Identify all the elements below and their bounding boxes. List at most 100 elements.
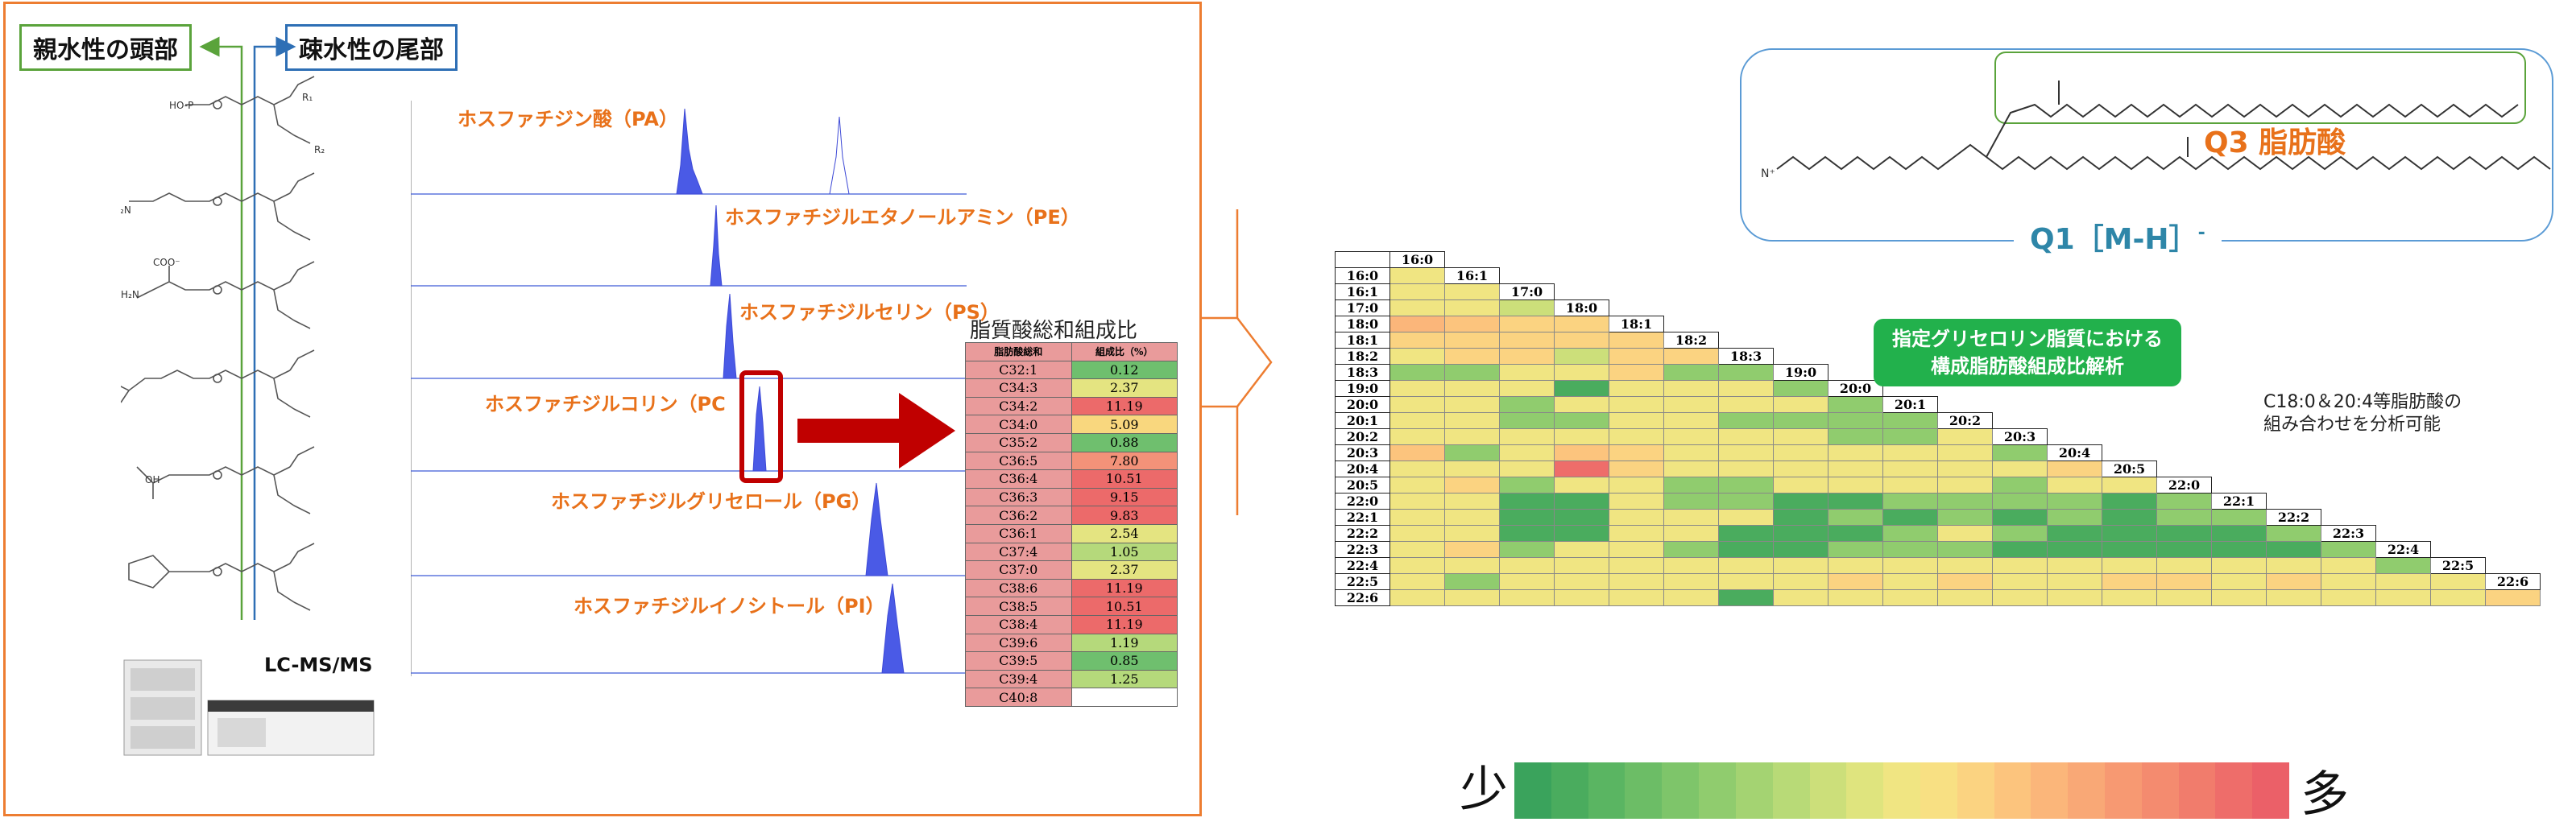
heatmap-cell: [1828, 460, 1883, 477]
heatmap-empty: [2321, 332, 2376, 349]
heatmap-cell: [1882, 444, 1938, 461]
heatmap-row: 22:3 22:4: [1335, 541, 2541, 558]
heatmap-empty: [2267, 268, 2321, 284]
heatmap-row: 18:2 18:3: [1335, 348, 2541, 365]
heatmap-empty: [1883, 284, 1938, 300]
heatmap-row: 20:5 22:0: [1335, 477, 2541, 494]
heatmap-cell: [1554, 348, 1609, 365]
scale-swatch: [2031, 762, 2069, 819]
heatmap-cell: [1882, 428, 1938, 445]
heatmap-empty: [2212, 429, 2267, 445]
chromatogram-label-pa: ホスファチジン酸（PA）: [458, 108, 678, 130]
heatmap-cell: [1773, 557, 1828, 574]
heatmap-cell: [1499, 477, 1555, 494]
heatmap-cell: [1444, 493, 1500, 510]
heatmap-empty: [1609, 300, 1664, 316]
mini-row-label: C36:1: [965, 523, 1072, 543]
heatmap-cell: [1663, 396, 1719, 413]
heatmap-row: 22:1 22:2: [1335, 509, 2541, 526]
heatmap-cell: [1609, 589, 1664, 606]
heatmap-empty: [2267, 332, 2321, 349]
heatmap-cell: [1554, 541, 1609, 558]
heatmap-cell: [1444, 316, 1500, 332]
scale-swatch: [1514, 762, 1551, 819]
heatmap-cell: [1499, 557, 1555, 574]
heatmap-cell: [2211, 589, 2267, 606]
heatmap-empty: [2431, 316, 2486, 332]
scale-swatch: [1957, 762, 1994, 819]
heatmap-empty: [2267, 477, 2321, 494]
mini-row-value: 5.09: [1071, 415, 1178, 434]
heatmap-col-label: 22:5: [2430, 557, 2486, 574]
heatmap-cell: [1554, 444, 1609, 461]
heatmap-cell: [1992, 541, 2048, 558]
heatmap-row-label: 22:0: [1335, 493, 1390, 510]
heatmap-row: 16:1 17:0: [1335, 283, 2541, 300]
heatmap-cell: [1882, 525, 1938, 542]
heatmap-row-label: 20:1: [1335, 412, 1390, 429]
heatmap-empty: [2431, 332, 2486, 349]
heatmap-row-label: 18:0: [1335, 316, 1390, 332]
heatmap-cell: [1389, 460, 1445, 477]
heatmap-cell: [1828, 557, 1883, 574]
heatmap-cell: [1389, 380, 1445, 397]
heatmap-empty: [2102, 429, 2157, 445]
heatmap-empty: [2486, 252, 2541, 268]
heatmap-cell: [1718, 573, 1774, 590]
heatmap-empty: [1993, 300, 2048, 316]
scale-swatch: [2105, 762, 2142, 819]
heatmap-empty: [1774, 349, 1828, 365]
mini-row-label: C39:6: [965, 633, 1072, 653]
heatmap-cell: [1718, 412, 1774, 429]
heatmap-cell: [1992, 444, 2048, 461]
heatmap-cell: [1499, 412, 1555, 429]
heatmap-col-label: 18:3: [1718, 348, 1774, 365]
heatmap-empty: [2486, 349, 2541, 365]
heatmap-empty: [1828, 252, 1883, 268]
heatmap-col-label: 17:0: [1499, 283, 1555, 300]
heatmap-row-label: 19:0: [1335, 380, 1390, 397]
heatmap-cell: [1444, 428, 1500, 445]
svg-text:N⁺: N⁺: [1761, 167, 1775, 180]
scale-swatch: [1551, 762, 1588, 819]
heatmap-cell: [2266, 557, 2321, 574]
heatmap-cell: [2102, 509, 2157, 526]
heatmap-cell: [1663, 493, 1719, 510]
heatmap-empty: [2157, 413, 2212, 429]
heatmap-row-label: 22:4: [1335, 557, 1390, 574]
heatmap-cell: [1663, 364, 1719, 381]
heatmap-cell: [2321, 589, 2376, 606]
heatmap-row: 19:0 20:0: [1335, 380, 2541, 397]
heatmap-cell: [1499, 444, 1555, 461]
scale-swatch: [1809, 762, 1847, 819]
mini-table-row: C38:4 11.19: [965, 614, 1178, 634]
heatmap-row-label: 18:1: [1335, 332, 1390, 349]
q3-label: Q3 脂肪酸: [2204, 126, 2346, 159]
heatmap-cell: [2321, 573, 2376, 590]
mini-row-label: C38:5: [965, 597, 1072, 616]
heatmap-empty: [2431, 477, 2486, 494]
heatmap-cell: [1937, 428, 1993, 445]
heatmap-cell: [1554, 380, 1609, 397]
heatmap-cell: [1389, 573, 1445, 590]
heatmap-cell: [1718, 428, 1774, 445]
heatmap-cell: [2211, 573, 2267, 590]
heatmap-empty: [2376, 316, 2431, 332]
heatmap-row: 20:0 20:1: [1335, 396, 2541, 413]
mini-row-value: 9.15: [1071, 487, 1178, 507]
heatmap-empty: [2376, 526, 2431, 542]
heatmap-empty: [2431, 494, 2486, 510]
mini-row-value: [1071, 688, 1178, 707]
heatmap-empty: [1500, 252, 1555, 268]
badge-line-1: 指定グリセロリン脂質における: [1892, 328, 2163, 350]
heatmap-cell: [2156, 541, 2212, 558]
chromatogram-label-pc: ホスファチジルコリン（PC: [485, 393, 726, 415]
mini-row-label: C32:1: [965, 360, 1072, 380]
heatmap-cell: [1773, 509, 1828, 526]
heatmap-empty: [2157, 284, 2212, 300]
heatmap-empty: [2486, 558, 2541, 574]
heatmap-cell: [1444, 460, 1500, 477]
heatmap-empty: [2486, 461, 2541, 477]
heatmap-empty: [2267, 494, 2321, 510]
heatmap-row: 20:4 20:5: [1335, 460, 2541, 477]
